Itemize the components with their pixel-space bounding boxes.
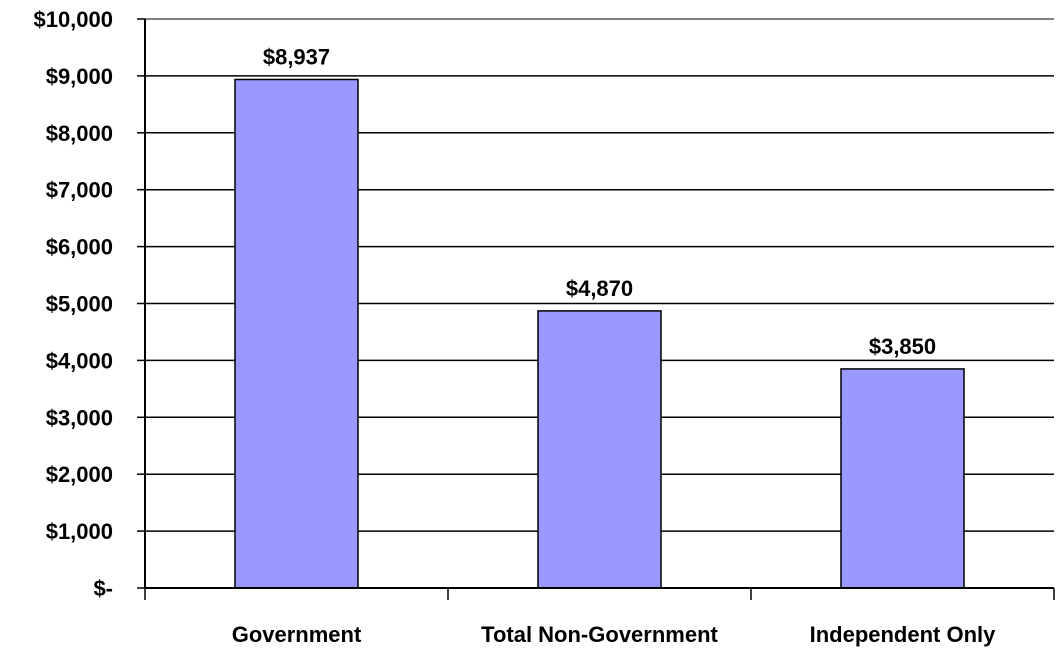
y-tick-label: $8,000 [46, 121, 113, 146]
y-tick-label: $5,000 [46, 292, 113, 317]
y-tick-label: $2,000 [46, 462, 113, 487]
bar-independent-only [840, 368, 965, 589]
y-tick-label: $10,000 [33, 7, 113, 32]
y-tick-label: $3,000 [46, 405, 113, 430]
y-tick-label: $4,000 [46, 348, 113, 373]
bar-government [234, 78, 359, 589]
data-label: $8,937 [263, 44, 330, 69]
x-category-label: Total Non-Government [481, 622, 718, 647]
axes [137, 18, 1055, 600]
data-label: $4,870 [566, 276, 633, 301]
y-tick-label: $7,000 [46, 178, 113, 203]
x-category-label: Government [232, 622, 362, 647]
bar-total-non-government [537, 310, 662, 589]
y-tick-label: $9,000 [46, 64, 113, 89]
y-tick-label: $- [93, 576, 113, 601]
x-category-label: Independent Only [810, 622, 997, 647]
y-tick-label: $1,000 [46, 519, 113, 544]
y-tick-label: $6,000 [46, 235, 113, 260]
bars [234, 78, 965, 589]
data-label: $3,850 [869, 334, 936, 359]
labels: $- $1,000 $2,000 $3,000 $4,000 $5,000 $6,000 $7… [33, 7, 996, 647]
